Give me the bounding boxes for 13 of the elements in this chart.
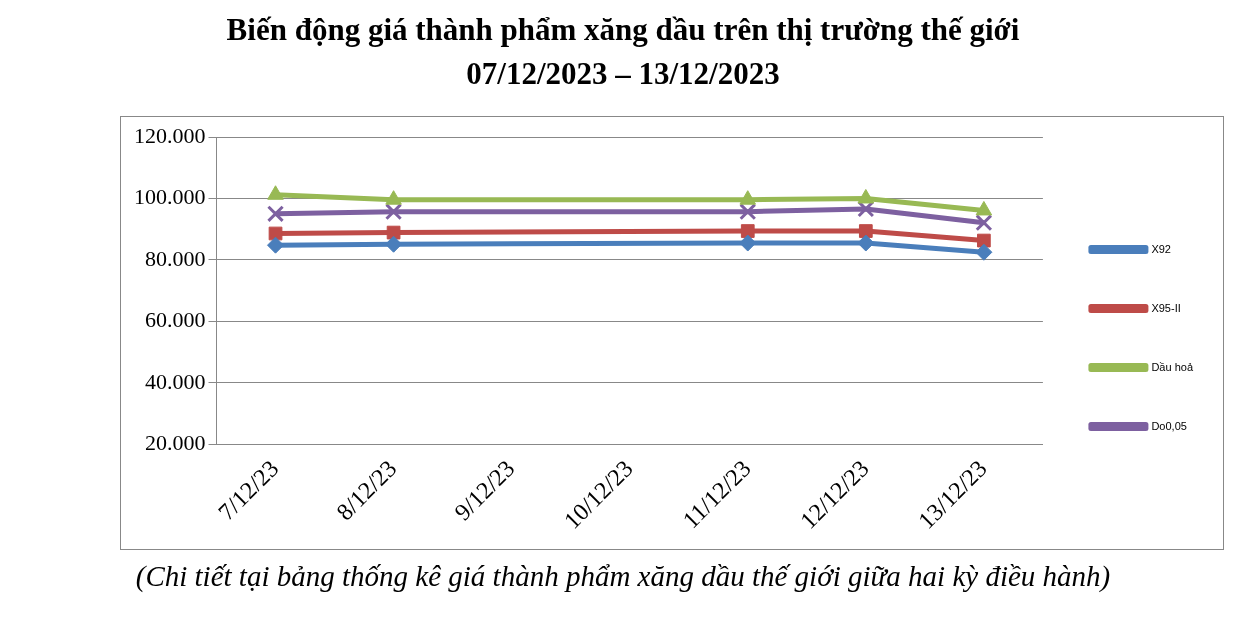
text: (Chi tiết tại bảng thống kê giá thành phẩm xăng dầu thế giới giữa hai kỳ điều hành) — [134, 560, 1112, 593]
y-tick-label: 40.000 — [145, 368, 206, 394]
y-tick-label: 20.000 — [145, 430, 206, 456]
y-tick-label: 120.000 — [134, 122, 206, 148]
legend-label: X95-II — [1151, 301, 1181, 314]
legend-label: Dầu hoả — [1151, 360, 1194, 373]
y-tick-label: 60.000 — [145, 307, 206, 333]
legend-label: X92 — [1151, 242, 1171, 255]
chart-title: Biến động giá thành phẩm xăng dầu trên thị trường thế giới — [225, 11, 1021, 49]
y-tick-label: 100.000 — [134, 184, 206, 210]
y-tick-label: 80.000 — [145, 245, 206, 271]
legend-label: Do0,05 — [1151, 419, 1187, 432]
chart-subtitle: 07/12/2023 – 13/12/2023 — [465, 55, 781, 93]
